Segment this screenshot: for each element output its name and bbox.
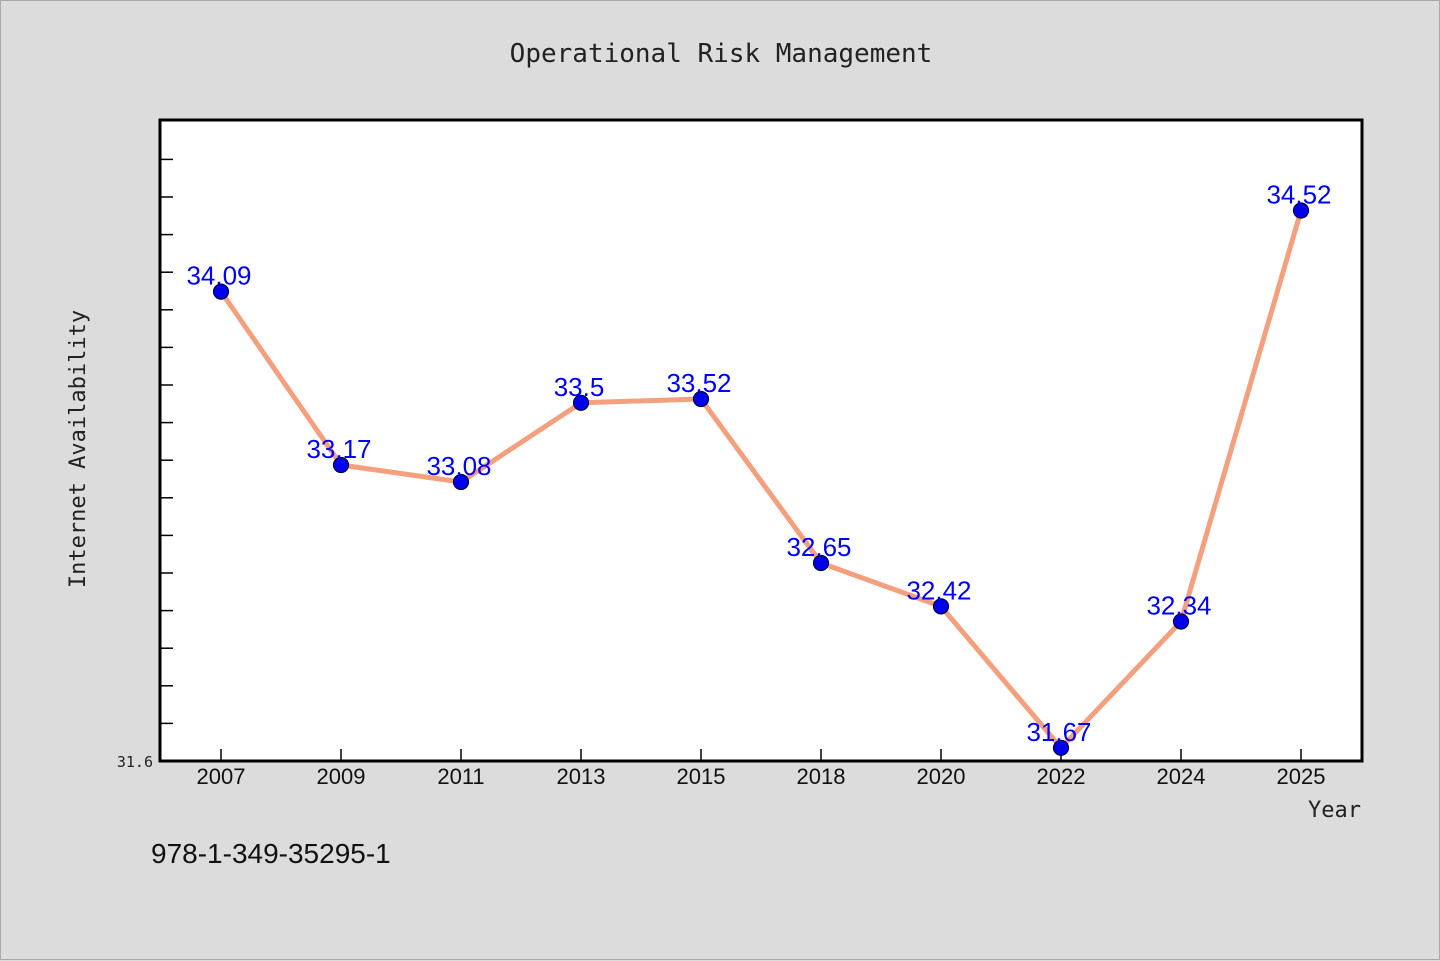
x-tick-label: 2015 <box>677 764 726 789</box>
data-point <box>212 283 230 300</box>
x-tick-label: 2025 <box>1277 764 1326 789</box>
data-point <box>932 598 950 615</box>
series-line-group: 34.09 33.17 33.08 33.5 33.52 32.65 32.42 31.67 3… <box>186 180 1332 756</box>
isbn-caption: 978-1-349-35295-1 <box>151 838 391 869</box>
y-axis-min-label: 31.6 <box>117 753 153 771</box>
data-label: 33.17 <box>306 434 371 464</box>
x-tick-label: 2020 <box>917 764 966 789</box>
data-label: 32.34 <box>1146 591 1211 621</box>
x-tick-label: 2007 <box>197 764 246 789</box>
x-axis-ticks <box>220 749 1302 761</box>
x-tick-label: 2013 <box>557 764 606 789</box>
data-label: 34.52 <box>1266 180 1331 210</box>
x-axis-title: Year <box>1308 798 1361 823</box>
data-label: 32.65 <box>786 532 851 562</box>
x-tick-label: 2009 <box>317 764 366 789</box>
data-point <box>1052 739 1070 756</box>
y-axis-ticks <box>160 158 173 725</box>
data-point <box>1292 202 1310 219</box>
x-tick-label: 2022 <box>1037 764 1086 789</box>
data-point <box>812 554 830 572</box>
data-label: 33.52 <box>666 368 731 398</box>
series-line <box>218 208 1304 751</box>
x-tick-label: 2011 <box>437 764 484 789</box>
data-point <box>452 473 470 491</box>
x-tick-label: 2018 <box>797 764 846 789</box>
x-tick-label: 2024 <box>1157 764 1206 789</box>
plot-area <box>158 118 1364 763</box>
data-label: 32.42 <box>906 575 971 605</box>
data-label: 34.09 <box>186 261 251 291</box>
data-point <box>692 390 710 408</box>
data-label: 31.67 <box>1026 717 1091 747</box>
x-axis-tick-labels: 2007 2009 2011 2013 2015 2018 2020 2022 2024 2025 <box>197 764 1326 789</box>
data-label: 33.08 <box>426 451 491 481</box>
data-point <box>572 394 590 411</box>
chart-title: Operational Risk Management <box>510 39 933 69</box>
data-point <box>1172 613 1190 630</box>
data-label: 33.5 <box>554 372 605 402</box>
data-point <box>332 456 350 474</box>
y-axis-title: Internet Availability <box>66 310 91 588</box>
